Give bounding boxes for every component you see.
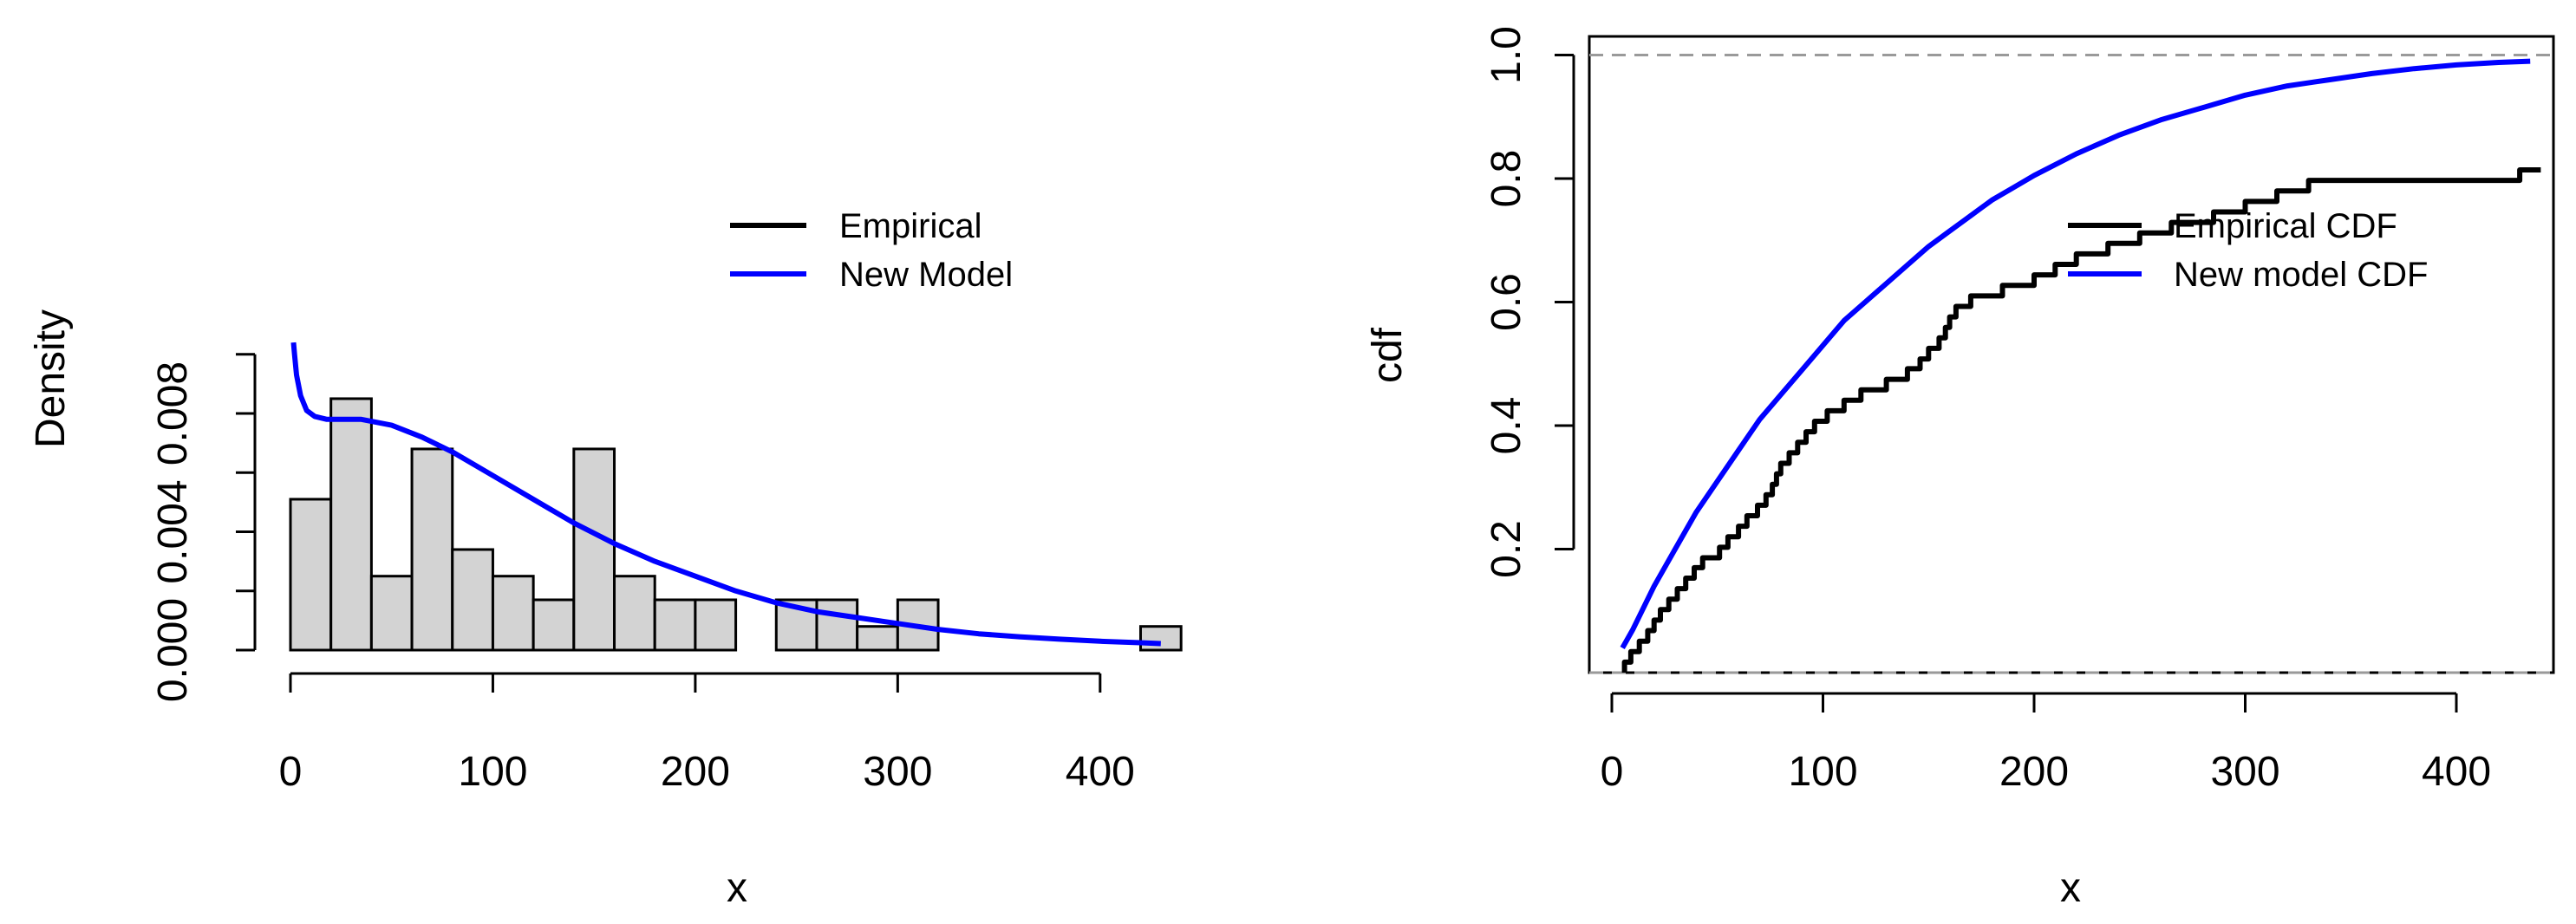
histogram-bar (532, 598, 576, 652)
y-tick-label: 0.4 (1484, 397, 1529, 455)
x-tick-label: 200 (661, 749, 730, 795)
x-axis-title: x (2060, 865, 2081, 911)
histogram-bar (410, 447, 454, 652)
empirical-cdf-line (1621, 167, 2541, 673)
cdf-panel: 0.2 0.4 0.6 0.8 1.0 0 100 200 300 400 x cdf Empi… (1365, 26, 2555, 911)
y-axis: 0.000 0.004 0.008 (150, 353, 257, 702)
y-tick-label: 1.0 (1484, 26, 1529, 84)
x-tick-label: 0 (1601, 749, 1624, 795)
histogram-bar (289, 498, 333, 652)
x-tick-label: 300 (2210, 749, 2279, 795)
y-tick-label: 0.008 (150, 361, 196, 465)
x-tick-label: 100 (1788, 749, 1857, 795)
x-tick-label: 300 (863, 749, 932, 795)
legend-label-new-model-cdf: New model CDF (2174, 256, 2428, 294)
histogram-bar (856, 625, 899, 652)
y-axis: 0.2 0.4 0.6 0.8 1.0 (1484, 26, 1575, 578)
x-tick-label: 400 (2422, 749, 2491, 795)
y-tick-label: 0.004 (150, 479, 196, 583)
y-tick-label: 0.8 (1484, 150, 1529, 208)
x-axis-title: x (727, 865, 747, 911)
x-axis: 0 100 200 300 400 (279, 672, 1135, 795)
cdf-series-layer (1620, 58, 2541, 673)
y-axis-title: Density (28, 309, 74, 448)
y-axis-title: cdf (1365, 327, 1411, 383)
histogram-bar (451, 548, 494, 652)
y-tick-label: 0.6 (1484, 273, 1529, 331)
density-curve-line (290, 342, 1161, 647)
legend-label-empirical: Empirical (839, 207, 981, 245)
histogram-bar (329, 397, 373, 652)
y-tick-label: 0.000 (150, 598, 196, 702)
density-curve-layer (290, 342, 1161, 647)
legend: Empirical CDF New model CDF (2068, 207, 2428, 294)
x-tick-label: 200 (1999, 749, 2069, 795)
histogram-bars (289, 397, 1183, 652)
histogram-bar (572, 447, 616, 652)
model-cdf-line (1620, 58, 2531, 649)
histogram-bar (694, 598, 738, 652)
x-tick-label: 0 (279, 749, 303, 795)
reference-lines (1589, 54, 2553, 674)
plot-frame (1588, 35, 2555, 674)
y-tick-label: 0.2 (1484, 520, 1529, 578)
x-tick-label: 400 (1066, 749, 1135, 795)
histogram-bar (491, 575, 535, 652)
histogram-bar (613, 575, 656, 652)
histogram-bar (1138, 625, 1183, 652)
histogram-bar (653, 598, 697, 652)
legend-label-empirical-cdf: Empirical CDF (2174, 207, 2397, 245)
x-tick-label: 100 (458, 749, 527, 795)
histogram-bar (369, 575, 414, 652)
legend-label-new-model: New Model (839, 256, 1013, 294)
x-axis: 0 100 200 300 400 (1601, 692, 2491, 795)
legend: Empirical New Model (730, 207, 1013, 294)
histogram-bar (815, 598, 859, 652)
